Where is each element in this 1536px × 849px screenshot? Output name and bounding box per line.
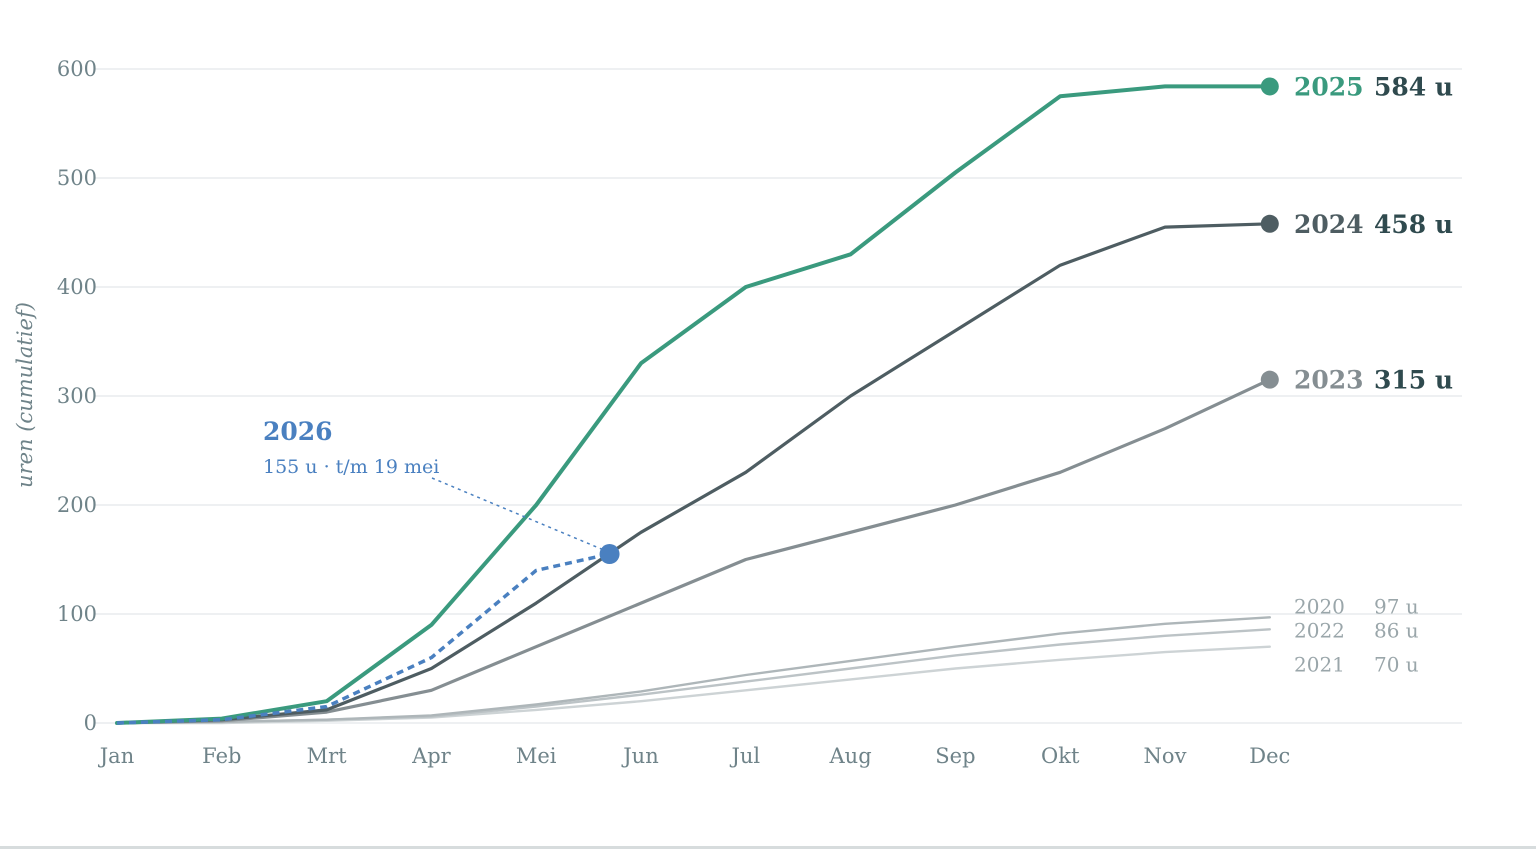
end-label-value-2020: 97 u xyxy=(1374,594,1419,618)
x-tick-label: Jan xyxy=(98,744,134,768)
y-axis: 0 100 200 300 400 500 600 xyxy=(57,57,97,735)
end-label-year-2020: 2020 xyxy=(1294,594,1345,618)
series-line-2024 xyxy=(115,222,1272,725)
end-label-value-2025: 584 u xyxy=(1374,72,1453,101)
x-tick-label: Jul xyxy=(729,744,760,768)
x-tick-label: Mrt xyxy=(307,744,348,768)
series-line-2026 xyxy=(116,552,610,725)
y-tick-label: 500 xyxy=(57,166,97,190)
x-tick-label: Mei xyxy=(516,744,557,768)
grid-lines xyxy=(95,68,1462,724)
y-tick-label: 300 xyxy=(57,384,97,408)
end-label-year-2022: 2022 xyxy=(1294,618,1345,642)
series-lines xyxy=(115,84,1272,725)
end-label-year-2023: 2023 xyxy=(1294,366,1364,395)
y-axis-label: uren (cumulatief) xyxy=(13,302,37,488)
series-line-2023 xyxy=(115,378,1272,725)
y-tick-label: 600 xyxy=(57,57,97,81)
x-tick-label: Apr xyxy=(411,744,452,768)
y-tick-label: 100 xyxy=(57,602,97,626)
x-tick-label: Okt xyxy=(1041,744,1080,768)
end-label-value-2022: 86 u xyxy=(1374,618,1419,642)
x-tick-label: Aug xyxy=(829,744,872,768)
end-labels: 2021 70 u 2022 86 u 2020 97 u 2023 315 u 2024 458… xyxy=(1260,72,1453,677)
end-marker-2025 xyxy=(1260,77,1279,96)
end-label-year-2025: 2025 xyxy=(1294,72,1364,101)
end-label-year-2021: 2021 xyxy=(1294,653,1345,677)
x-tick-label: Dec xyxy=(1249,744,1290,768)
current-year-series xyxy=(116,477,620,725)
annotation-leader-line xyxy=(431,477,602,550)
series-line-2025 xyxy=(115,84,1272,725)
x-axis: Jan Feb Mrt Apr Mei Jun Jul Aug Sep Okt Nov Dec xyxy=(98,744,1291,768)
current-year-annotation: 2026 155 u · t/m 19 mei xyxy=(263,417,439,478)
annotation-title: 2026 xyxy=(263,417,333,446)
x-tick-label: Sep xyxy=(935,744,975,768)
annotation-text: 155 u · t/m 19 mei xyxy=(263,456,439,478)
y-tick-label: 200 xyxy=(57,493,97,517)
end-label-year-2024: 2024 xyxy=(1294,210,1364,239)
end-marker-2024 xyxy=(1260,214,1279,233)
bottom-divider xyxy=(0,846,1536,849)
x-tick-label: Jun xyxy=(621,744,658,768)
x-tick-label: Nov xyxy=(1144,744,1187,768)
current-marker-2026 xyxy=(599,544,620,565)
end-marker-2023 xyxy=(1260,370,1279,389)
end-label-value-2023: 315 u xyxy=(1374,366,1453,395)
y-tick-label: 400 xyxy=(57,275,97,299)
end-label-value-2024: 458 u xyxy=(1374,210,1453,239)
series-line-2020 xyxy=(115,616,1272,725)
x-tick-label: Feb xyxy=(202,744,241,768)
y-tick-label: 0 xyxy=(84,711,97,735)
end-label-value-2021: 70 u xyxy=(1374,653,1419,677)
